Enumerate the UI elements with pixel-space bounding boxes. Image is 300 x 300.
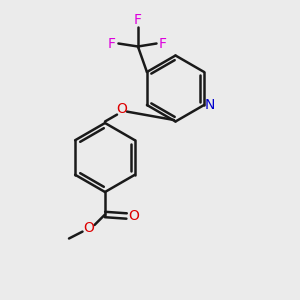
Text: O: O: [128, 209, 139, 223]
Text: O: O: [116, 102, 127, 116]
Text: F: F: [159, 37, 167, 50]
Text: F: F: [134, 14, 142, 27]
Text: F: F: [108, 37, 116, 50]
Text: O: O: [83, 221, 94, 235]
Text: N: N: [205, 98, 215, 112]
